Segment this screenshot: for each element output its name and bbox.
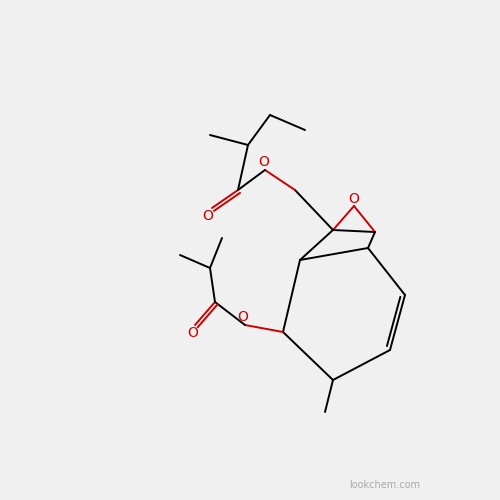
Text: O: O — [188, 326, 198, 340]
Text: O: O — [348, 192, 360, 206]
Text: lookchem.com: lookchem.com — [350, 480, 420, 490]
Text: O: O — [258, 155, 270, 169]
Text: O: O — [238, 310, 248, 324]
Text: O: O — [202, 209, 213, 223]
